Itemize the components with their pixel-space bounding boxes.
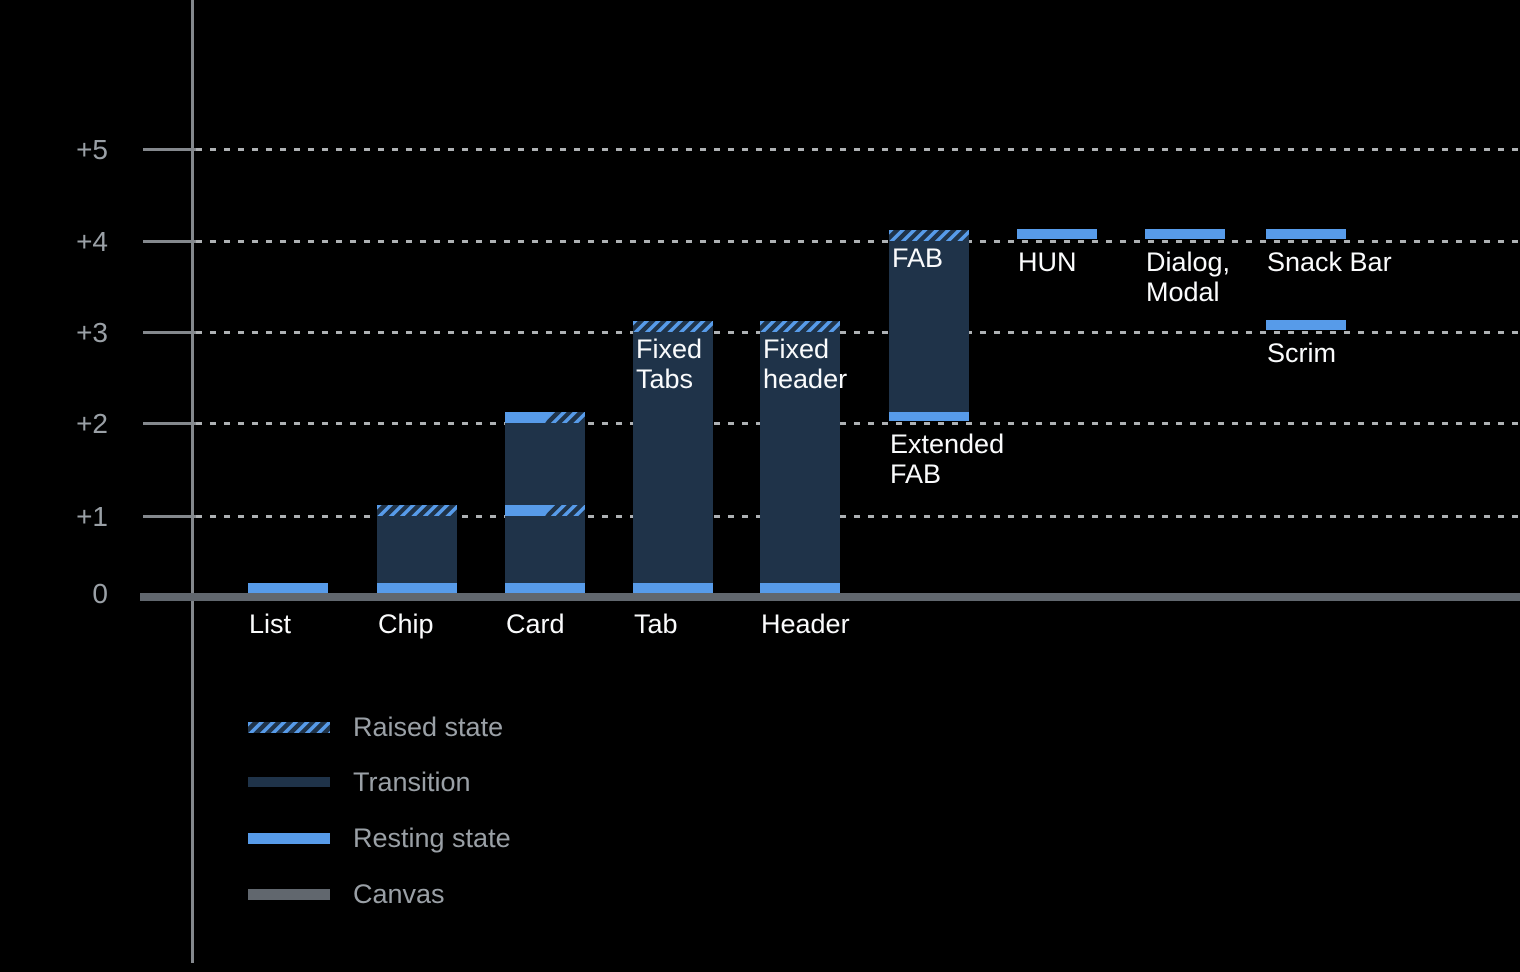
bar-snack-bar-label: Snack Bar <box>1267 247 1392 277</box>
y-axis-tick-mark <box>143 240 196 243</box>
legend-swatch-canvas <box>248 888 330 900</box>
y-tick-label: +3 <box>76 317 108 348</box>
legend-row-resting: Resting state <box>248 822 511 853</box>
bar-scrim-label: Scrim <box>1267 338 1336 368</box>
bar-dialog-modal-resting-strip <box>1145 229 1225 239</box>
legend-row-canvas: Canvas <box>248 878 445 909</box>
bar-card-raised-resting-row <box>505 412 585 423</box>
gridline-level-4 <box>196 240 1520 243</box>
legend-swatch-resting <box>248 832 330 844</box>
bar-dialog-modal-label: Dialog, Modal <box>1146 247 1231 307</box>
bar-header-raised-strip <box>760 321 840 332</box>
gridline-level-1 <box>196 515 1520 518</box>
legend-swatch-transition <box>248 777 330 787</box>
bar-extended-fab-raised-strip <box>889 230 969 241</box>
bar-tab-label: Tab <box>634 609 678 639</box>
y-axis-tick-mark <box>143 331 196 334</box>
legend-label: Raised state <box>353 711 504 742</box>
bar-extended-fab-inner-label: FAB <box>892 243 944 273</box>
bar-snack-bar-resting-strip <box>1266 229 1346 239</box>
bar-tab-inner-label: Fixed Tabs <box>636 334 703 394</box>
bar-header-inner-label: Fixed header <box>763 334 848 394</box>
legend-label: Canvas <box>353 878 445 909</box>
bar-chip-label: Chip <box>378 609 434 639</box>
y-axis-line <box>191 0 194 963</box>
y-tick-label: +4 <box>76 226 108 257</box>
legend-row-raised: Raised state <box>248 711 504 742</box>
bar-header-transition <box>760 321 840 593</box>
bar-header-label: Header <box>761 609 850 639</box>
y-tick-label: +2 <box>76 408 108 439</box>
y-axis-tick-mark <box>143 148 196 151</box>
gridline-level-3 <box>196 331 1520 334</box>
bar-card-raised-resting-row <box>505 505 585 516</box>
bar-hun-resting-strip <box>1017 229 1097 239</box>
y-tick-label: +5 <box>76 134 108 165</box>
bar-extended-fab-resting-strip <box>889 412 969 421</box>
y-tick-label: +1 <box>76 501 108 532</box>
y-axis-tick-mark <box>143 422 196 425</box>
bar-chip-transition <box>377 505 457 593</box>
y-tick-label: 0 <box>92 578 108 609</box>
bar-scrim-resting-strip <box>1266 320 1346 330</box>
resting-strip <box>505 412 553 423</box>
legend-label: Transition <box>353 766 471 797</box>
bar-header-resting-strip <box>760 583 840 593</box>
bar-tab-resting-strip <box>633 583 713 593</box>
gridline-level-5 <box>196 148 1520 151</box>
bar-list-label: List <box>249 609 292 639</box>
legend-row-transition: Transition <box>248 766 471 797</box>
canvas-baseline <box>140 593 1520 601</box>
bar-card-label: Card <box>506 609 565 639</box>
y-axis-tick-mark <box>143 515 196 518</box>
bar-list-resting-strip <box>248 583 328 593</box>
bar-chip-raised-strip <box>377 505 457 516</box>
legend-label: Resting state <box>353 822 511 853</box>
resting-strip <box>505 505 553 516</box>
bar-chip-resting-strip <box>377 583 457 593</box>
bar-extended-fab-transition <box>889 230 969 421</box>
bar-tab-transition <box>633 321 713 593</box>
bar-extended-fab-label: Extended FAB <box>890 429 1005 489</box>
bar-hun-label: HUN <box>1018 247 1077 277</box>
bar-card-resting-strip <box>505 583 585 593</box>
legend-swatch-raised <box>248 721 330 733</box>
bar-card-transition <box>505 412 585 593</box>
gridline-level-2 <box>196 422 1520 425</box>
bar-tab-raised-strip <box>633 321 713 332</box>
